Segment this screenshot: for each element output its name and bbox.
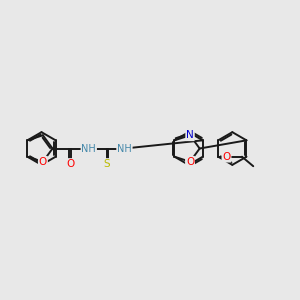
Text: NH: NH [117,143,132,154]
Text: N: N [186,130,194,140]
Text: O: O [39,157,47,167]
Text: O: O [67,159,75,169]
Text: O: O [186,157,194,167]
Text: NH: NH [81,143,96,154]
Text: O: O [222,152,231,162]
Text: S: S [103,159,110,169]
